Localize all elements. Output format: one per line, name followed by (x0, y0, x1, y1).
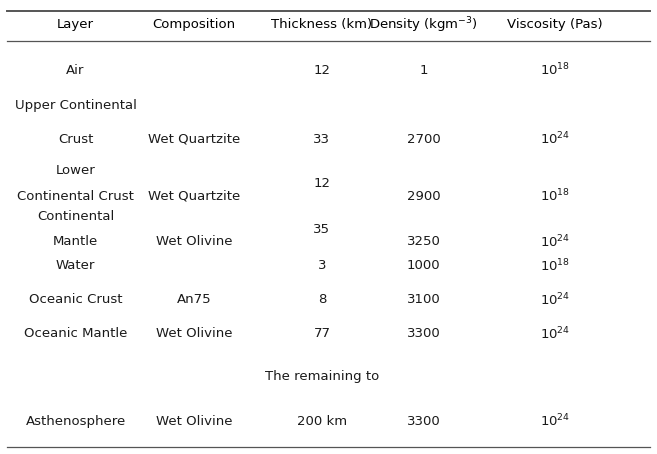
Text: Viscosity (Pas): Viscosity (Pas) (507, 19, 603, 31)
Text: $10^{24}$: $10^{24}$ (540, 291, 570, 308)
Text: Wet Olivine: Wet Olivine (156, 236, 232, 248)
Text: Composition: Composition (152, 19, 235, 31)
Text: 77: 77 (313, 327, 330, 340)
Text: Thickness (km): Thickness (km) (271, 19, 373, 31)
Text: 12: 12 (313, 64, 330, 77)
Text: $10^{24}$: $10^{24}$ (540, 326, 570, 342)
Text: Oceanic Crust: Oceanic Crust (29, 293, 122, 306)
Text: $10^{24}$: $10^{24}$ (540, 131, 570, 148)
Text: 8: 8 (318, 293, 326, 306)
Text: Wet Olivine: Wet Olivine (156, 327, 232, 340)
Text: Density (kgm$^{-3}$): Density (kgm$^{-3}$) (369, 15, 478, 35)
Text: 3300: 3300 (407, 327, 441, 340)
Text: 200 km: 200 km (297, 415, 347, 428)
Text: The remaining to: The remaining to (265, 370, 379, 383)
Text: Water: Water (56, 259, 95, 272)
Text: Continental Crust: Continental Crust (17, 190, 134, 202)
Text: 3: 3 (318, 259, 326, 272)
Text: $10^{24}$: $10^{24}$ (540, 234, 570, 250)
Text: Oceanic Mantle: Oceanic Mantle (24, 327, 127, 340)
Text: Wet Olivine: Wet Olivine (156, 415, 232, 428)
Text: Wet Quartzite: Wet Quartzite (148, 133, 240, 146)
Text: $10^{24}$: $10^{24}$ (540, 413, 570, 429)
Text: 1: 1 (420, 64, 428, 77)
Text: Continental: Continental (37, 210, 114, 223)
Text: Wet Quartzite: Wet Quartzite (148, 190, 240, 202)
Text: $10^{18}$: $10^{18}$ (540, 188, 570, 204)
Text: Air: Air (66, 64, 85, 77)
Text: Asthenosphere: Asthenosphere (26, 415, 125, 428)
Text: 35: 35 (313, 223, 330, 236)
Text: Lower: Lower (56, 164, 95, 177)
Text: 1000: 1000 (407, 259, 441, 272)
Text: Crust: Crust (58, 133, 93, 146)
Text: 2700: 2700 (407, 133, 441, 146)
Text: 3300: 3300 (407, 415, 441, 428)
Text: 2900: 2900 (407, 190, 441, 202)
Text: Upper Continental: Upper Continental (14, 99, 137, 112)
Text: $10^{18}$: $10^{18}$ (540, 257, 570, 274)
Text: Layer: Layer (57, 19, 94, 31)
Text: 33: 33 (313, 133, 330, 146)
Text: An75: An75 (177, 293, 211, 306)
Text: 3250: 3250 (407, 236, 441, 248)
Text: $10^{18}$: $10^{18}$ (540, 62, 570, 79)
Text: Mantle: Mantle (53, 236, 98, 248)
Text: 12: 12 (313, 177, 330, 190)
Text: 3100: 3100 (407, 293, 441, 306)
